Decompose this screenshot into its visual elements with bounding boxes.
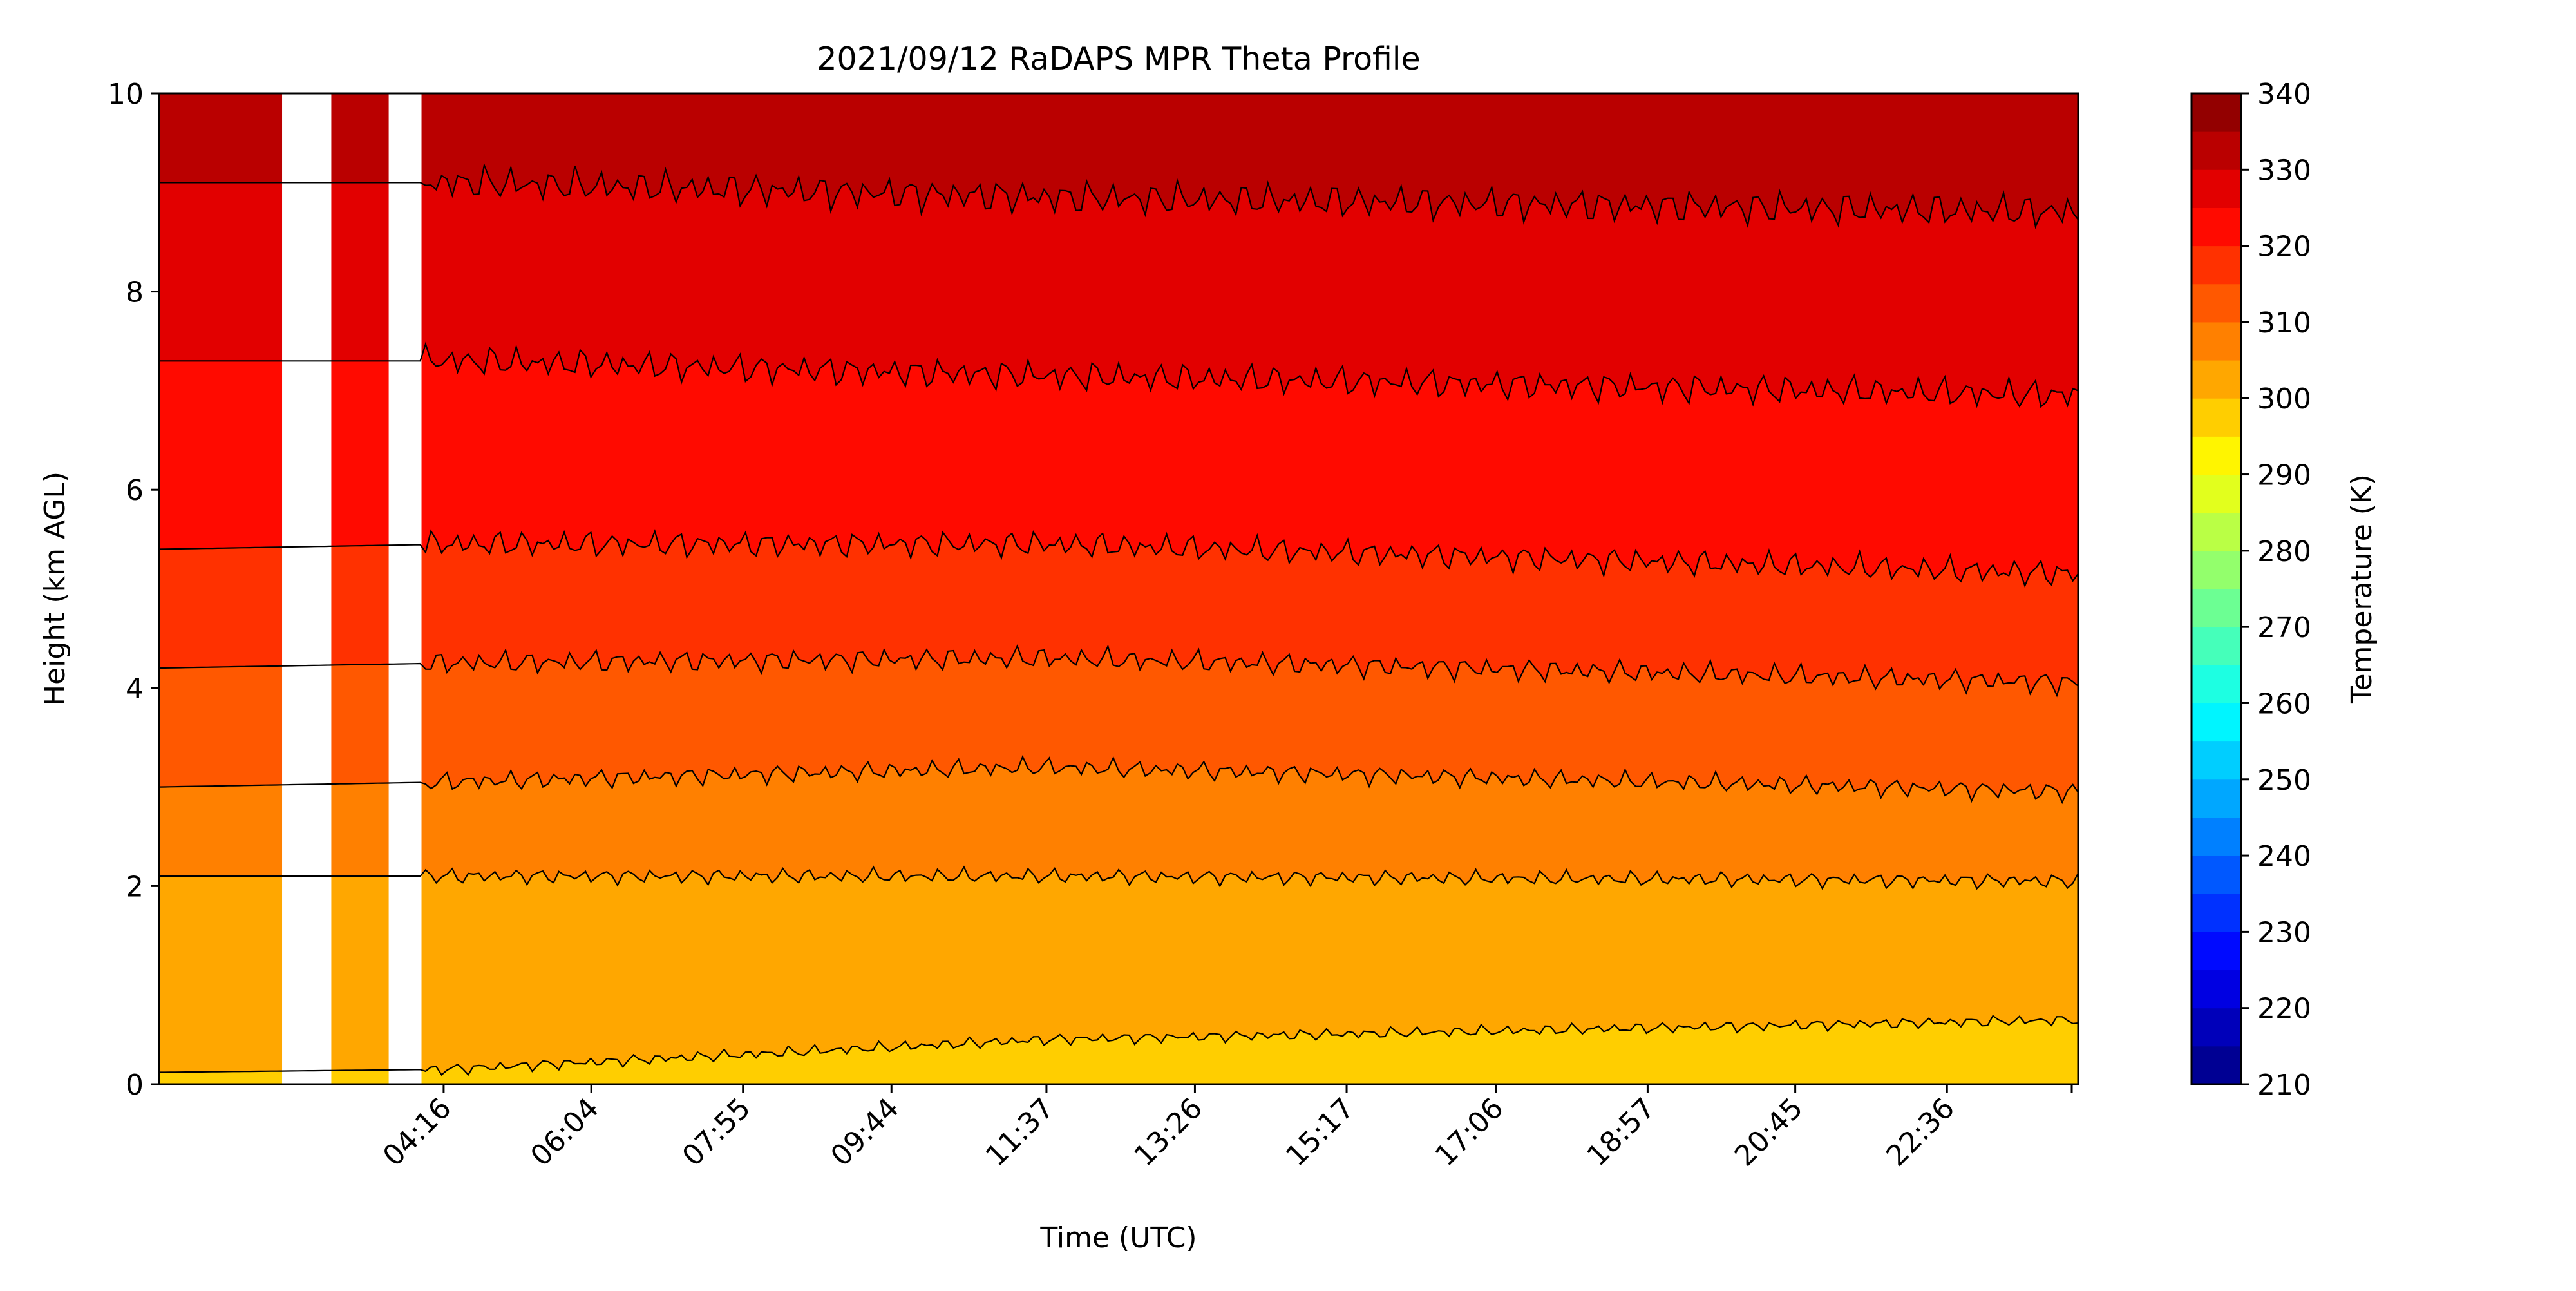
x-tick-label: 04:16 <box>377 1092 458 1173</box>
y-tick-label: 6 <box>126 474 144 507</box>
colorbar-band <box>2192 245 2241 285</box>
y-axis-label: Height (km AGL) <box>39 472 71 706</box>
colorbar-band <box>2192 856 2241 894</box>
isotherm-lines <box>159 162 2078 1076</box>
isotherm-line <box>159 162 2078 229</box>
x-tick-label: 13:26 <box>1128 1092 1209 1173</box>
colorbar-band <box>2192 1046 2241 1085</box>
x-tick-label: 07:55 <box>676 1092 757 1173</box>
x-tick-label: 20:45 <box>1728 1092 1810 1173</box>
colorbar-band <box>2192 436 2241 475</box>
colorbar-band <box>2192 283 2241 323</box>
x-tick-label: 09:44 <box>824 1092 905 1173</box>
colorbar <box>2192 93 2241 1085</box>
colorbar-band <box>2192 932 2241 971</box>
data-gaps <box>282 93 422 1084</box>
colorbar-tick-label: 330 <box>2257 154 2311 187</box>
contour-band <box>159 866 2078 1075</box>
colorbar-label: Temperature (K) <box>2345 474 2378 704</box>
isotherm-line <box>159 754 2078 805</box>
colorbar-band <box>2192 589 2241 627</box>
x-tick-label: 22:36 <box>1880 1092 1961 1173</box>
colorbar-tick-label: 210 <box>2257 1069 2311 1102</box>
colorbar-band <box>2192 703 2241 742</box>
x-tick-label: 15:17 <box>1280 1092 1361 1173</box>
colorbar-band <box>2192 779 2241 818</box>
colorbar-tick-label: 230 <box>2257 916 2311 949</box>
colorbar-band <box>2192 512 2241 551</box>
isotherm-line <box>159 1015 2078 1076</box>
x-tick-label: 18:57 <box>1580 1092 1662 1173</box>
colorbar-band <box>2192 970 2241 1009</box>
colorbar-tick-label: 240 <box>2257 840 2311 873</box>
chart-title: 2021/09/12 RaDAPS MPR Theta Profile <box>817 41 1420 77</box>
colorbar-tick-label: 290 <box>2257 459 2311 492</box>
y-tick-label: 10 <box>108 78 144 111</box>
contour-band <box>159 1015 2078 1084</box>
x-axis-ticks: 04:16 06:04 07:55 09:44 11:37 13:26 15:17 17:06… <box>377 1084 2073 1173</box>
y-tick-label: 8 <box>126 276 144 309</box>
colorbar-band <box>2192 627 2241 665</box>
colorbar-tick-label: 250 <box>2257 764 2311 797</box>
colorbar-band <box>2192 321 2241 361</box>
colorbar-tick-label: 220 <box>2257 993 2311 1026</box>
contour-band <box>159 531 2078 696</box>
colorbar-band <box>2192 741 2241 780</box>
colorbar-ticks: 210 220 230 240 250 260 270 280 290 300 310 320 330 3… <box>2241 78 2311 1102</box>
colorbar-band <box>2192 169 2241 208</box>
colorbar-band <box>2192 131 2241 170</box>
missing-data-gap <box>282 93 332 1084</box>
colorbar-tick-label: 270 <box>2257 611 2311 644</box>
contour-band <box>159 756 2078 889</box>
y-tick-label: 2 <box>126 870 144 903</box>
colorbar-tick-label: 300 <box>2257 383 2311 416</box>
colorbar-band <box>2192 665 2241 703</box>
colorbar-band <box>2192 817 2241 856</box>
x-tick-label: 06:04 <box>524 1092 605 1173</box>
missing-data-gap <box>388 93 422 1084</box>
isotherm-line <box>159 528 2078 588</box>
y-axis-ticks: 0 2 4 6 8 10 <box>108 78 159 1102</box>
contour-band <box>159 165 2078 407</box>
x-tick-label: 17:06 <box>1429 1092 1510 1173</box>
y-tick-label: 0 <box>126 1069 144 1102</box>
colorbar-frame <box>2190 92 2242 1085</box>
isotherm-line <box>159 341 2078 408</box>
x-tick-label: 11:37 <box>980 1092 1061 1173</box>
colorbar-tick-label: 280 <box>2257 535 2311 568</box>
y-tick-label: 4 <box>126 673 144 705</box>
plot-frame <box>158 92 2079 1085</box>
colorbar-tick-label: 260 <box>2257 687 2311 720</box>
colorbar-band <box>2192 398 2241 437</box>
x-axis-label: Time (UTC) <box>1039 1221 1197 1254</box>
colorbar-tick-label: 310 <box>2257 307 2311 339</box>
colorbar-band <box>2192 550 2241 589</box>
colorbar-tick-label: 340 <box>2257 78 2311 111</box>
colorbar-band <box>2192 474 2241 513</box>
colorbar-band <box>2192 93 2241 132</box>
contour-band <box>159 344 2078 586</box>
contour-band <box>159 646 2078 803</box>
isotherm-line <box>159 865 2078 890</box>
colorbar-band <box>2192 1008 2241 1047</box>
colorbar-band <box>2192 360 2241 399</box>
colorbar-band <box>2192 207 2241 247</box>
colorbar-band <box>2192 894 2241 932</box>
contour-plot <box>159 93 2078 1084</box>
isotherm-line <box>159 644 2078 698</box>
colorbar-tick-label: 320 <box>2257 231 2311 263</box>
contour-band <box>159 93 2078 227</box>
